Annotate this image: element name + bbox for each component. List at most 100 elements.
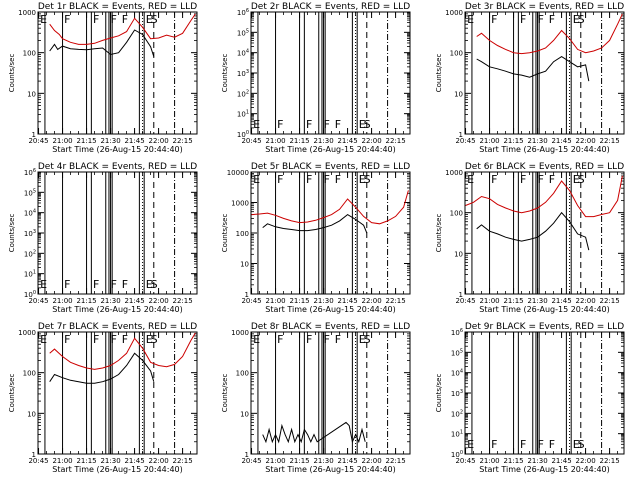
x-tick-label: 22:00 [575,137,595,145]
y-tick-exponent: 1 [246,110,249,116]
x-tick-label: 21:30 [100,297,120,305]
x-tick-label: 22:00 [575,297,595,305]
x-tick-label: 22:15 [386,297,406,305]
x-tick-label: 21:30 [527,137,547,145]
y-tick-label: 100 [236,230,249,238]
x-tick-label: 20:45 [28,457,48,465]
x-tick-label: 21:00 [265,457,285,465]
x-tick-label: 21:00 [479,137,499,145]
y-tick-label: 106 [237,8,249,17]
event-marker-letter: F [122,13,128,26]
y-axis-label: Counts/sec [8,54,16,93]
x-tick-label: 22:15 [173,297,193,305]
x-tick-label: 21:45 [551,137,571,145]
y-tick-label: 104 [451,369,463,378]
y-tick-label: 1000 [445,169,463,177]
y-tick-label: 100 [23,50,36,58]
x-tick-label: 20:45 [455,297,475,305]
panel-title: Det 1r BLACK = Events, RED = LLD [38,2,197,12]
event-marker-letter: F [549,438,555,451]
y-tick-label: 100 [23,370,36,378]
y-tick-exponent: 3 [246,69,249,75]
y-tick-label: 101 [237,110,249,119]
event-marker-letter: E [146,278,153,291]
y-tick-label: 1 [32,131,36,139]
x-tick-label: 21:45 [124,297,144,305]
event-marker-letter: F [277,333,283,346]
panel-det-5: Det 5r BLACK = Events, RED = LLD Counts/s… [221,162,411,314]
event-marker-letter: F [93,333,99,346]
y-tick-label: 100 [450,50,463,58]
series-events-line [262,421,366,444]
event-marker-letter: F [491,13,497,26]
y-tick-exponent: 3 [460,389,463,395]
x-tick-label: 21:15 [289,137,309,145]
event-marker-letter: E [467,173,474,186]
x-tick-label: 20:45 [241,457,261,465]
event-marker-letter: E [40,278,47,291]
x-tick-label: 21:00 [52,297,72,305]
series-lld-line [476,13,623,55]
panel-title: Det 9r BLACK = Events, RED = LLD [465,322,624,332]
series-events-line [476,56,590,82]
panel-title: Det 2r BLACK = Events, RED = LLD [251,2,410,12]
y-axis-label: Counts/sec [435,214,443,253]
x-tick-label: 22:15 [386,457,406,465]
event-marker-letter: S [151,333,158,346]
event-marker-letter: F [335,173,341,186]
y-tick-exponent: 0 [33,290,36,296]
y-axis-label: Counts/sec [221,214,229,253]
x-axis-label: Start Time (26-Aug-15 20:44:40) [479,465,610,474]
y-tick-label: 100 [451,450,463,459]
x-axis-label: Start Time (26-Aug-15 20:44:40) [265,305,396,314]
y-tick-exponent: 4 [246,49,249,55]
y-tick-exponent: 1 [460,430,463,436]
event-marker-letter: F [538,13,544,26]
x-tick-label: 21:45 [337,297,357,305]
y-tick-label: 106 [24,168,36,177]
x-tick-label: 22:15 [600,137,620,145]
panel-title: Det 7r BLACK = Events, RED = LLD [38,322,197,332]
x-tick-label: 22:00 [148,137,168,145]
x-tick-label: 21:00 [52,457,72,465]
event-marker-letter: F [324,118,330,131]
plot-frame [37,331,198,455]
x-tick-label: 20:45 [455,137,475,145]
y-tick-label: 103 [24,229,36,238]
y-tick-label: 1 [459,291,463,299]
x-tick-label: 21:00 [265,137,285,145]
event-marker-letter: S [151,13,158,26]
x-tick-label: 22:00 [361,137,381,145]
y-tick-label: 102 [24,249,36,258]
y-tick-label: 100 [24,290,36,299]
event-marker-letter: S [364,118,371,131]
x-tick-label: 22:15 [173,457,193,465]
x-tick-label: 22:15 [173,137,193,145]
event-marker-letter: F [64,13,70,26]
y-tick-label: 1000 [445,9,463,17]
event-marker-letter: F [538,438,544,451]
event-marker-letter: S [151,278,158,291]
plot-frame [250,331,411,455]
event-marker-letter: E [359,118,366,131]
x-tick-label: 22:00 [575,457,595,465]
y-tick-label: 102 [451,409,463,418]
panel-title: Det 4r BLACK = Events, RED = LLD [38,162,197,172]
x-axis-label: Start Time (26-Aug-15 20:44:40) [52,305,183,314]
y-tick-label: 10 [240,410,249,418]
series-events-line [49,352,155,384]
x-tick-label: 21:15 [76,457,96,465]
x-tick-label: 21:15 [289,457,309,465]
y-tick-exponent: 5 [460,348,463,354]
event-marker-letter: E [253,173,260,186]
event-marker-letter: E [40,13,47,26]
x-tick-label: 21:45 [124,457,144,465]
y-tick-label: 1000 [18,329,36,337]
y-axis-label: Counts/sec [435,54,443,93]
event-marker-letter: F [93,13,99,26]
y-tick-exponent: 6 [33,168,36,174]
y-tick-label: 1000 [231,200,249,208]
x-tick-label: 21:15 [503,297,523,305]
